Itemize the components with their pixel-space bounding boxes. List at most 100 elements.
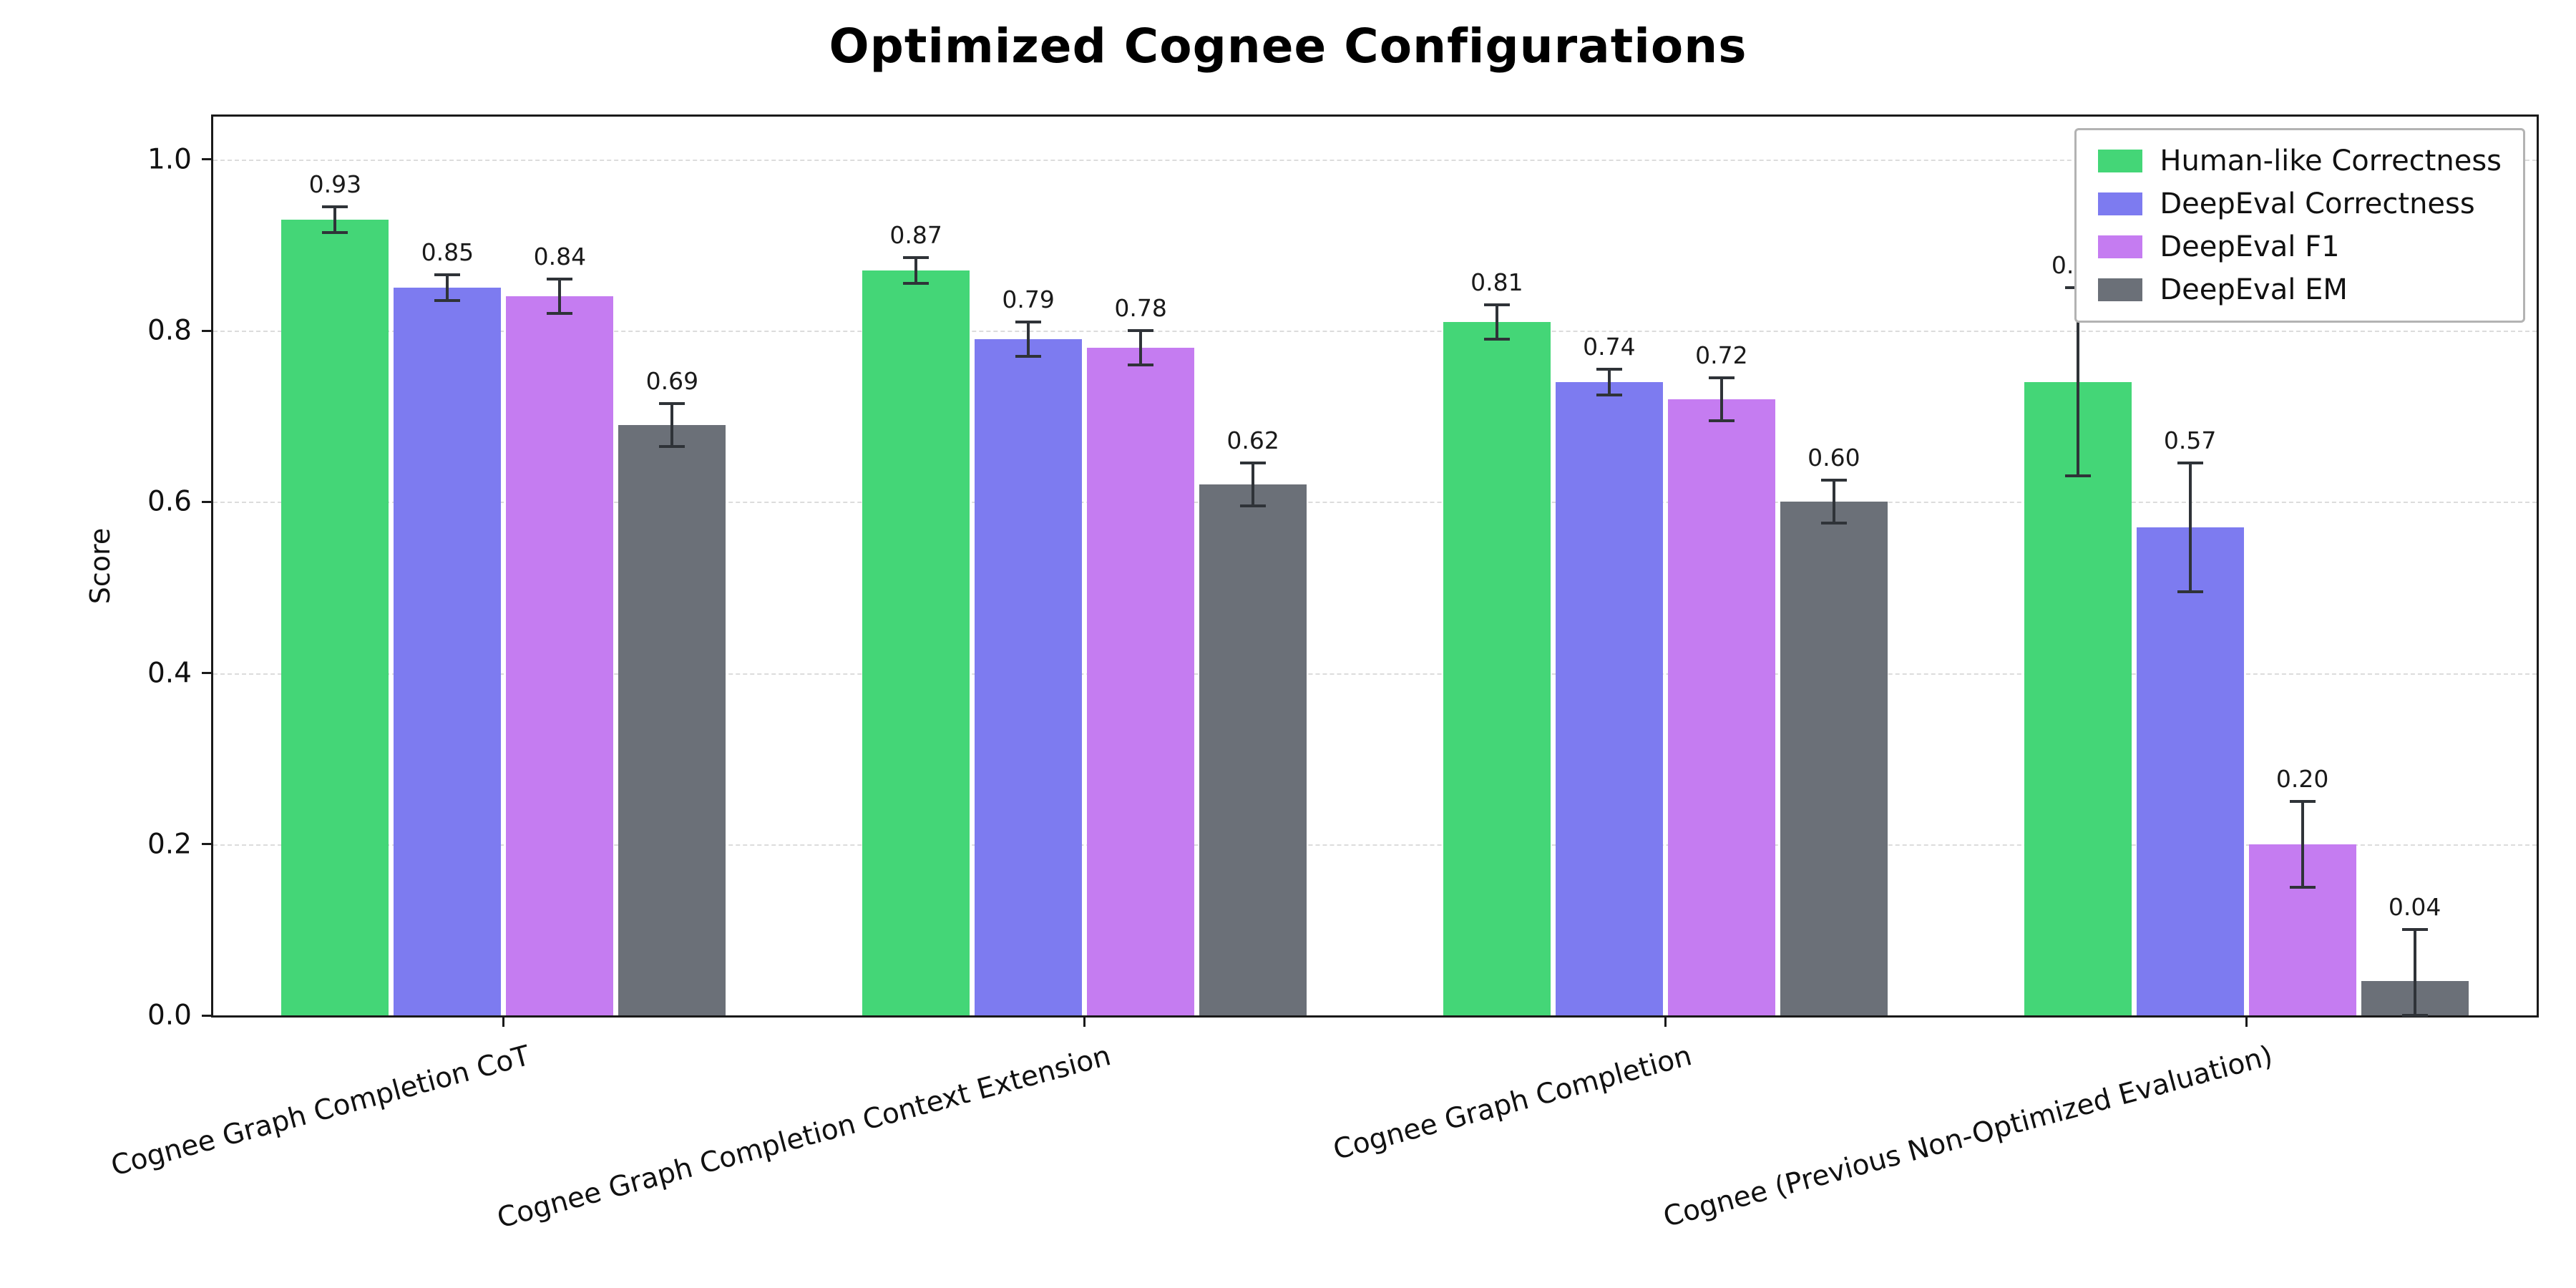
error-bar-cap-bottom: [1820, 522, 1847, 525]
x-category-label: Cognee (Previous Non-Optimized Evaluatio…: [1659, 1040, 2276, 1234]
error-bar-cap-top: [1128, 329, 1154, 333]
error-bar-cap-top: [903, 256, 930, 260]
x-category-label: Cognee Graph Completion CoT: [107, 1040, 534, 1183]
bar-human-like-correctness: [1443, 322, 1551, 1015]
bar-deepeval-correctness: [1555, 381, 1663, 1015]
error-bar-cap-bottom: [1708, 419, 1735, 422]
y-tick-label: 0.4: [147, 657, 192, 690]
error-bar-cap-top: [434, 273, 461, 277]
legend-row: Human-like Correctness: [2098, 145, 2502, 177]
legend-swatch-icon: [2098, 192, 2143, 215]
y-tick-label: 0.8: [147, 314, 192, 347]
bar-deepeval-f1: [506, 296, 614, 1015]
error-bar-line: [914, 258, 918, 284]
error-bar-cap-bottom: [2064, 474, 2091, 478]
x-tick-mark: [502, 1015, 505, 1027]
error-bar-cap-bottom: [1596, 393, 1622, 396]
y-tick-label: 0.6: [147, 485, 192, 518]
bar-deepeval-em: [1780, 502, 1888, 1015]
error-bar-line: [1607, 369, 1611, 395]
error-bar-cap-top: [1596, 367, 1622, 371]
error-bar-line: [670, 403, 674, 447]
error-bar-line: [1139, 331, 1143, 365]
error-bar-cap-top: [322, 205, 348, 208]
y-tick-mark: [202, 1014, 213, 1017]
bar-value-label: 0.69: [645, 366, 699, 395]
gridline: [213, 159, 2537, 161]
error-bar-cap-bottom: [2289, 885, 2316, 889]
y-tick-label: 0.2: [147, 828, 192, 861]
bar-value-label: 0.60: [1807, 444, 1860, 472]
error-bar-cap-top: [1708, 376, 1735, 379]
y-tick-mark: [202, 500, 213, 503]
bar-deepeval-correctness: [394, 288, 502, 1015]
error-bar-cap-top: [659, 401, 686, 405]
error-bar-cap-bottom: [547, 312, 573, 316]
legend-swatch-icon: [2098, 278, 2143, 301]
y-tick-mark: [202, 843, 213, 846]
bar-human-like-correctness: [2024, 381, 2132, 1015]
gridline: [213, 331, 2537, 333]
y-axis-label: Score: [84, 527, 116, 605]
error-bar-line: [2188, 463, 2192, 592]
error-bar-cap-top: [2401, 928, 2428, 932]
bar-human-like-correctness: [862, 270, 970, 1015]
error-bar-cap-bottom: [1128, 363, 1154, 366]
bar-deepeval-em: [618, 424, 726, 1015]
y-tick-label: 0.0: [147, 999, 192, 1032]
error-bar-cap-top: [1240, 462, 1267, 465]
error-bar-line: [2076, 288, 2079, 477]
error-bar-line: [1252, 463, 1255, 507]
error-bar-cap-bottom: [1015, 354, 1042, 358]
bar-value-label: 0.74: [1583, 332, 1636, 361]
bar-value-label: 0.78: [1114, 294, 1167, 323]
bar-value-label: 0.85: [421, 238, 474, 267]
bar-value-label: 0.20: [2275, 764, 2329, 793]
bar-deepeval-correctness: [975, 339, 1083, 1015]
legend-label: Human-like Correctness: [2160, 145, 2502, 177]
error-bar-cap-bottom: [2401, 1014, 2428, 1017]
legend-row: DeepEval F1: [2098, 230, 2502, 263]
error-bar-cap-bottom: [1483, 338, 1510, 341]
bar-value-label: 0.84: [533, 243, 587, 271]
bar-value-label: 0.87: [889, 221, 942, 250]
error-bar-line: [558, 279, 562, 314]
y-tick-mark: [202, 329, 213, 332]
legend-row: DeepEval EM: [2098, 273, 2502, 306]
legend-swatch-icon: [2098, 235, 2143, 258]
error-bar-line: [2301, 801, 2304, 887]
bar-human-like-correctness: [281, 219, 389, 1015]
y-tick-label: 1.0: [147, 143, 192, 176]
x-category-label: Cognee Graph Completion: [1330, 1040, 1696, 1167]
legend-label: DeepEval EM: [2160, 273, 2348, 306]
error-bar-cap-top: [1820, 479, 1847, 482]
bar-value-label: 0.93: [308, 170, 362, 198]
gridline: [213, 844, 2537, 846]
error-bar-cap-bottom: [2177, 590, 2203, 593]
error-bar-line: [333, 206, 337, 233]
bar-deepeval-correctness: [2136, 527, 2244, 1015]
y-tick-mark: [202, 158, 213, 161]
error-bar-line: [1027, 322, 1030, 356]
x-tick-mark: [1083, 1015, 1086, 1027]
bar-value-label: 0.79: [1002, 286, 1055, 314]
gridline: [213, 502, 2537, 504]
error-bar-line: [1719, 377, 1723, 421]
legend-row: DeepEval Correctness: [2098, 187, 2502, 220]
gridline: [213, 673, 2537, 675]
error-bar-line: [1832, 480, 1835, 524]
bar-deepeval-f1: [1087, 347, 1195, 1015]
chart-title: Optimized Cognee Configurations: [829, 19, 1747, 74]
bar-deepeval-em: [1199, 484, 1307, 1015]
error-bar-line: [1495, 305, 1498, 340]
error-bar-cap-bottom: [434, 299, 461, 303]
legend-label: DeepEval F1: [2160, 230, 2340, 263]
bar-value-label: 0.62: [1226, 426, 1279, 455]
error-bar-cap-top: [2289, 799, 2316, 803]
plot-area: Human-like Correctness DeepEval Correctne…: [108, 114, 2539, 1235]
bar-value-label: 0.57: [2163, 426, 2217, 455]
error-bar-cap-top: [1483, 303, 1510, 307]
legend-label: DeepEval Correctness: [2160, 187, 2475, 220]
error-bar-cap-top: [2177, 462, 2203, 465]
error-bar-cap-top: [547, 278, 573, 281]
